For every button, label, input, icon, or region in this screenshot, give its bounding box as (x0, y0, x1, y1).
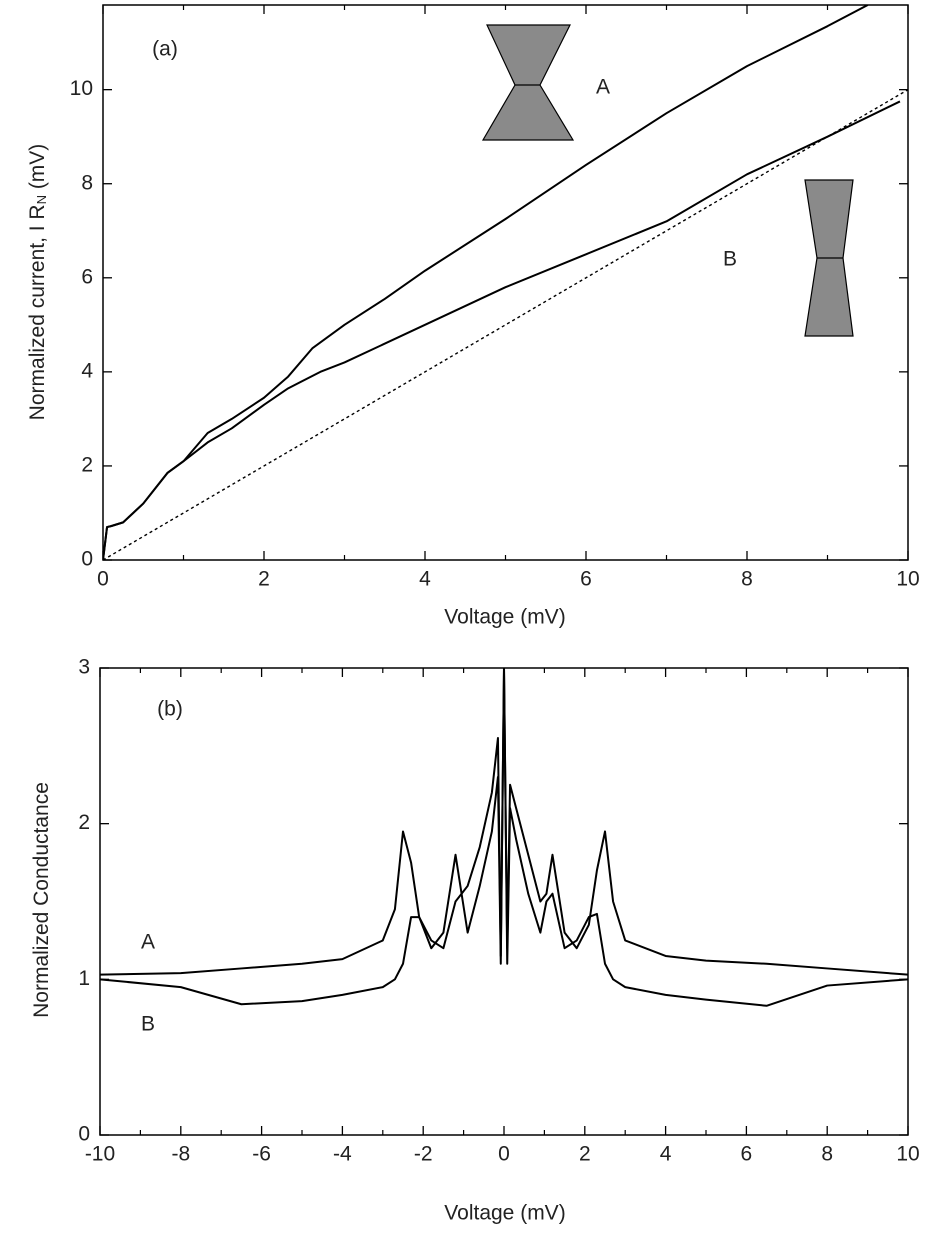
series-line (100, 668, 908, 976)
x-tick-label: 0 (97, 568, 109, 591)
x-tick-label: -10 (85, 1143, 115, 1166)
plot-frame (102, 4, 909, 561)
panel-label: (b) (157, 698, 183, 721)
x-tick-label: -8 (171, 1143, 190, 1166)
x-tick-label: 8 (821, 1143, 833, 1166)
series-label: B (141, 1013, 155, 1036)
y-tick-label: 10 (70, 77, 93, 100)
x-tick-label: -6 (252, 1143, 271, 1166)
x-tick-label: 2 (579, 1143, 591, 1166)
x-tick-label: 4 (660, 1143, 672, 1166)
y-tick-label: 6 (81, 265, 93, 288)
series-label: A (596, 76, 610, 99)
y-axis-label-part: Normalized Conductance (30, 782, 53, 1018)
y-tick-label: 4 (81, 359, 93, 382)
x-tick-label: 6 (741, 1143, 753, 1166)
series-line (100, 668, 908, 1007)
y-tick-label: 3 (78, 656, 90, 679)
x-tick-label: 6 (580, 568, 592, 591)
x-tick-label: -2 (414, 1143, 433, 1166)
y-axis-label-part: Normalized current, I R (26, 204, 49, 420)
series-label: A (141, 931, 155, 954)
y-axis-label-part: (mV) (26, 144, 49, 195)
y-tick-label: 1 (78, 967, 90, 990)
y-tick-label: 2 (81, 453, 93, 476)
series-label: B (723, 248, 737, 271)
x-axis-label: Voltage (mV) (444, 1202, 565, 1225)
x-tick-label: 4 (419, 568, 431, 591)
x-tick-label: 0 (498, 1143, 510, 1166)
panel-label: (a) (152, 38, 178, 61)
series-line (103, 5, 869, 560)
x-axis-label: Voltage (mV) (444, 606, 565, 629)
y-tick-label: 0 (78, 1123, 90, 1146)
x-tick-label: 10 (896, 1143, 919, 1166)
y-axis-label-part: N (34, 195, 49, 204)
inset-shape-a (481, 24, 575, 141)
y-tick-label: 2 (78, 811, 90, 834)
y-tick-label: 0 (81, 548, 93, 571)
x-tick-label: 2 (258, 568, 270, 591)
x-tick-label: 10 (896, 568, 919, 591)
x-tick-label: -4 (333, 1143, 352, 1166)
series-line (103, 100, 901, 560)
y-tick-label: 8 (81, 171, 93, 194)
series-line (103, 89, 908, 560)
y-axis-label: Normalized Conductance (30, 782, 53, 1018)
y-axis-label: Normalized current, I RN (mV) (26, 144, 50, 421)
x-tick-label: 8 (741, 568, 753, 591)
